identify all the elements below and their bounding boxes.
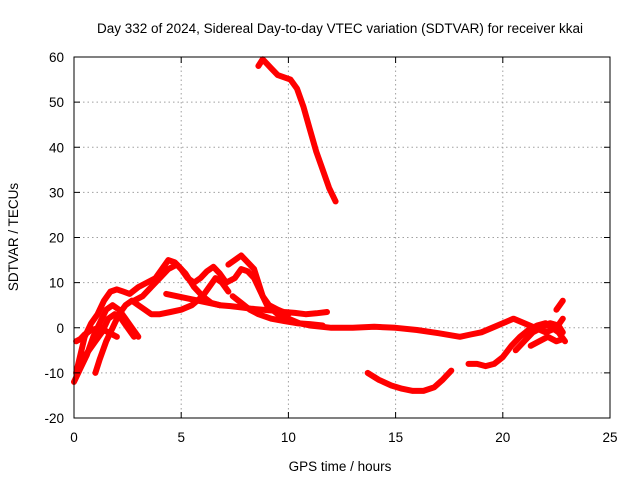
series-line-arc-e bbox=[131, 261, 223, 309]
series-line-arc-main bbox=[73, 257, 566, 376]
series-line-arc-b bbox=[79, 311, 137, 363]
grid bbox=[74, 57, 610, 418]
series-line-arc-j bbox=[512, 320, 566, 354]
tick-marks bbox=[73, 56, 611, 419]
series-line-arc-high bbox=[255, 56, 339, 205]
series-line-arc-h bbox=[225, 252, 292, 318]
series-line-arc-low bbox=[364, 367, 455, 394]
y-tick-label: 60 bbox=[49, 50, 64, 65]
x-tick-label: 25 bbox=[602, 430, 617, 445]
x-tick-label: 10 bbox=[281, 430, 296, 445]
x-tick-label: 15 bbox=[388, 430, 403, 445]
y-tick-label: 40 bbox=[49, 140, 64, 155]
series-line-arc-k bbox=[527, 333, 566, 349]
series-line-arc-g bbox=[229, 293, 326, 329]
y-tick-label: 20 bbox=[49, 231, 64, 246]
series-line-arc-c bbox=[92, 275, 232, 376]
chart-title: Day 332 of 2024, Sidereal Day-to-day VTE… bbox=[97, 21, 583, 36]
series-line-arc-i bbox=[465, 320, 568, 370]
y-tick-label: 0 bbox=[56, 321, 64, 336]
y-tick-label: -10 bbox=[44, 366, 64, 381]
series-group bbox=[71, 56, 568, 394]
y-tick-label: 50 bbox=[49, 95, 64, 110]
y-tick-label: -20 bbox=[44, 411, 64, 426]
y-tick-labels: -20 -10 0 10 20 30 40 50 60 bbox=[44, 50, 64, 426]
x-tick-labels: 0 5 10 15 20 25 bbox=[70, 430, 617, 445]
y-tick-label: 10 bbox=[49, 276, 64, 291]
x-axis-label: GPS time / hours bbox=[289, 459, 392, 474]
series-line-arc-l bbox=[553, 297, 566, 313]
series-line-arc-d bbox=[73, 324, 120, 345]
x-tick-label: 5 bbox=[177, 430, 185, 445]
y-axis-label: SDTVAR / TECUs bbox=[6, 183, 21, 292]
x-tick-label: 20 bbox=[495, 430, 510, 445]
y-tick-label: 30 bbox=[49, 185, 64, 200]
x-tick-label: 0 bbox=[70, 430, 78, 445]
